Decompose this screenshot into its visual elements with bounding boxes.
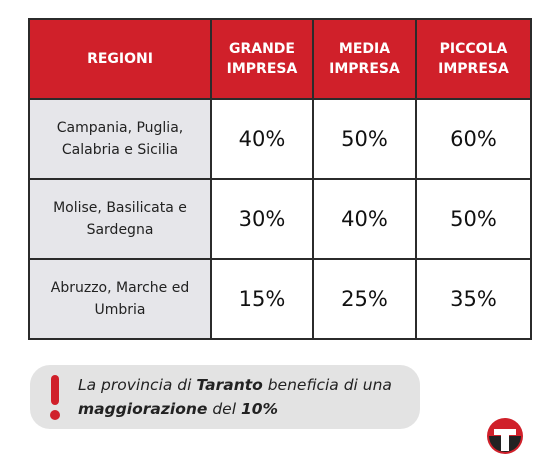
rate-cell: 30%	[210, 178, 314, 260]
logo	[487, 418, 523, 454]
region-cell: Campania, Puglia, Calabria e Sicilia	[28, 98, 212, 180]
rate-cell: 60%	[415, 98, 532, 180]
note-text: La provincia di Taranto beneficia di una…	[78, 373, 413, 421]
rate-cell: 50%	[312, 98, 417, 180]
rate-cell: 40%	[210, 98, 314, 180]
region-cell: Abruzzo, Marche ed Umbria	[28, 258, 212, 340]
table-row: Molise, Basilicata e Sardegna 30% 40% 50%	[28, 178, 532, 260]
table-row: Campania, Puglia, Calabria e Sicilia 40% 5…	[28, 98, 532, 180]
column-header: MEDIA IMPRESA	[312, 18, 417, 100]
note-segment: beneficia di una	[262, 376, 392, 394]
note-emphasis: Taranto	[196, 376, 263, 394]
note-segment: del	[207, 400, 241, 418]
note-box: La provincia di Taranto beneficia di una…	[30, 365, 420, 429]
note-emphasis: 10%	[240, 400, 279, 418]
table-row: Abruzzo, Marche ed Umbria 15% 25% 35%	[28, 258, 532, 340]
rate-cell: 50%	[415, 178, 532, 260]
note-emphasis: maggiorazione	[78, 400, 208, 418]
rate-cell: 40%	[312, 178, 417, 260]
region-cell: Molise, Basilicata e Sardegna	[28, 178, 212, 260]
rates-table: REGIONI GRANDE IMPRESA MEDIA IMPRESA PICCOL…	[28, 18, 532, 340]
rate-cell: 35%	[415, 258, 532, 340]
header-row: REGIONI GRANDE IMPRESA MEDIA IMPRESA PICCOL…	[28, 18, 532, 100]
note-segment: La provincia di	[78, 376, 197, 394]
column-header: REGIONI	[28, 18, 212, 100]
column-header: GRANDE IMPRESA	[210, 18, 314, 100]
table-body: Campania, Puglia, Calabria e Sicilia 40% 5…	[28, 98, 532, 340]
column-header: PICCOLA IMPRESA	[415, 18, 532, 100]
rate-cell: 25%	[312, 258, 417, 340]
rate-cell: 15%	[210, 258, 314, 340]
warning-icon	[50, 375, 60, 420]
